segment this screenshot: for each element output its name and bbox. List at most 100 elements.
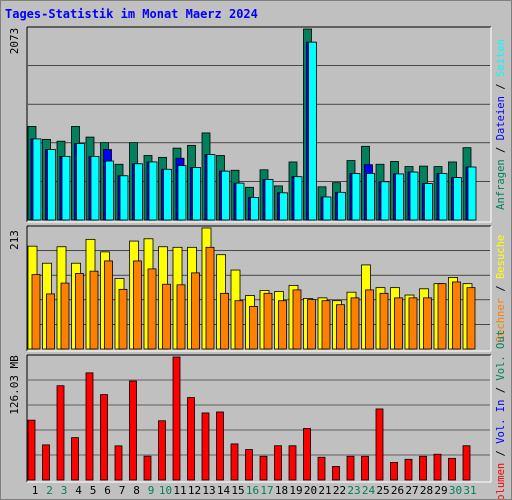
rechner-bar [60,282,70,350]
day-label: 4 [75,484,82,497]
seiten-bar [90,156,100,221]
seiten-bar [337,191,346,221]
rechner-bar [118,288,128,350]
day-label: 6 [104,484,111,497]
day-label: 30 [449,484,462,497]
volumen-bar [346,455,355,481]
rechner-bar [147,268,157,350]
day-label: 28 [420,484,433,497]
rechner-bar [162,283,171,350]
seiten-bar [235,182,245,221]
seiten-bar [192,167,201,221]
rechner-bar [46,293,55,350]
volumen-bar [332,466,340,481]
rechner-bar [176,284,186,350]
requests-legend-part: / [495,140,507,159]
volumen-bar [158,420,166,481]
day-label: 19 [289,484,302,497]
seiten-bar [438,173,448,221]
requests-legend-part: Anfragen [495,159,507,210]
seiten-bar [47,149,56,221]
day-label: 29 [434,484,447,497]
seiten-bar [366,173,375,221]
volumen-bar [216,411,224,481]
rechner-bar [278,300,287,350]
day-label: 20 [304,484,317,497]
volumen-bar [375,408,384,481]
rechner-bar [408,297,418,350]
rechner-bar [220,292,229,350]
seiten-bar [32,138,42,221]
volume-legend-part: Vol. Out [495,330,507,381]
rechner-bar [379,292,389,350]
seiten-bar [206,154,216,221]
visits-legend-part: / [495,279,507,298]
volumen-bar [245,449,253,481]
volumen-bar [56,385,65,481]
seiten-bar [467,166,477,221]
rechner-bar [466,287,476,350]
rechner-bar [365,289,374,350]
day-label: 18 [275,484,288,497]
day-label: 21 [318,484,331,497]
volumen-bar [419,455,427,481]
volumen-bar [274,445,282,481]
day-label: 2 [46,484,53,497]
seiten-bar [453,177,462,221]
rechner-bar [263,292,273,350]
seiten-bar [424,183,433,221]
volumen-bar [317,456,326,481]
day-label: 24 [362,484,376,497]
day-label: 31 [463,484,476,497]
volumen-bar [85,372,94,481]
volumen-bar [201,412,210,481]
day-label: 17 [260,484,273,497]
volumen-bar [187,397,195,481]
seiten-bar [293,176,303,221]
volumen-bar [433,453,442,481]
seiten-bar [61,156,71,221]
day-label: 15 [231,484,244,497]
rechner-bar [350,297,360,350]
day-label: 16 [246,484,259,497]
seiten-bar [148,161,158,221]
volumen-bar [143,455,152,481]
seiten-bar [395,173,404,221]
seiten-bar [380,181,390,221]
volumen-bar [42,444,50,481]
day-label: 3 [61,484,68,497]
volumen-bar [114,445,123,481]
seiten-bar [322,196,332,221]
volume-legend-part: Vol. In [495,400,507,444]
rechner-bar [75,273,84,350]
seiten-bar [409,171,419,221]
seiten-bar [351,173,361,221]
requests-legend-part: Seiten [495,39,507,77]
rechner-bar [191,272,200,350]
rechner-bar [104,260,113,350]
seiten-bar [250,197,259,221]
day-label: 11 [173,484,186,497]
seiten-bar [264,179,274,221]
seiten-bar [177,165,187,221]
volume-legend-part: / [495,444,507,463]
seiten-bar [76,143,85,221]
day-label: 22 [333,484,346,497]
volumen-bar [129,380,137,481]
day-label: 12 [188,484,201,497]
seiten-bar [134,163,143,221]
volumen-bar [230,443,239,481]
rechner-bar [234,300,244,350]
volumen-bar [404,458,413,481]
day-label: 5 [90,484,97,497]
volumen-bar [448,457,456,481]
rechner-bar [394,297,403,350]
visits-legend: Rechner / Besuche [495,235,507,343]
day-label: 13 [202,484,215,497]
day-label: 26 [391,484,404,497]
day-label: 25 [376,484,389,497]
volumen-bar [100,394,108,481]
volumen-bar [390,462,398,481]
